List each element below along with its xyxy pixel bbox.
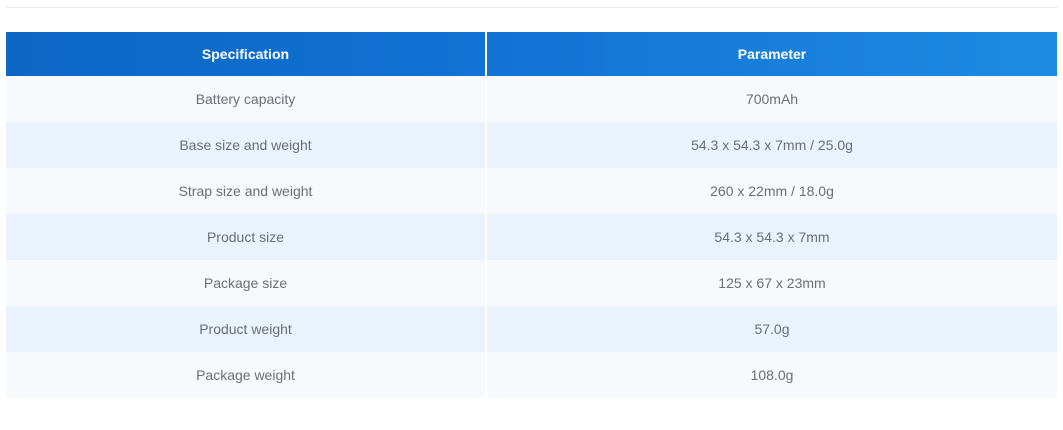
spec-cell: Base size and weight — [6, 122, 487, 168]
header-specification: Specification — [6, 32, 487, 76]
spec-cell: Product weight — [6, 306, 487, 352]
table-row: Strap size and weight 260 x 22mm / 18.0g — [6, 168, 1057, 214]
spec-cell: Package weight — [6, 352, 487, 398]
table-header-row: Specification Parameter — [6, 32, 1057, 76]
spec-cell: Product size — [6, 214, 487, 260]
spec-cell: Package size — [6, 260, 487, 306]
table-row: Product weight 57.0g — [6, 306, 1057, 352]
param-cell: 125 x 67 x 23mm — [718, 275, 826, 291]
table-row: Battery capacity 700mAh — [6, 76, 1057, 122]
top-divider — [6, 7, 1057, 8]
param-cell: 700mAh — [745, 91, 799, 107]
param-cell: 57.0g — [754, 321, 790, 337]
specification-table: Specification Parameter Battery capacity… — [6, 32, 1057, 398]
param-cell: 54.3 x 54.3 x 7mm — [714, 229, 830, 245]
spec-cell: Battery capacity — [6, 76, 487, 122]
param-cell: 54.3 x 54.3 x 7mm / 25.0g — [691, 137, 853, 153]
table-row: Package weight 108.0g — [6, 352, 1057, 398]
table-row: Product size 54.3 x 54.3 x 7mm — [6, 214, 1057, 260]
param-cell: 108.0g — [750, 367, 794, 383]
table-row: Base size and weight 54.3 x 54.3 x 7mm /… — [6, 122, 1057, 168]
param-cell: 260 x 22mm / 18.0g — [710, 183, 834, 199]
header-parameter: Parameter — [737, 46, 807, 62]
spec-cell: Strap size and weight — [6, 168, 487, 214]
table-row: Package size 125 x 67 x 23mm — [6, 260, 1057, 306]
